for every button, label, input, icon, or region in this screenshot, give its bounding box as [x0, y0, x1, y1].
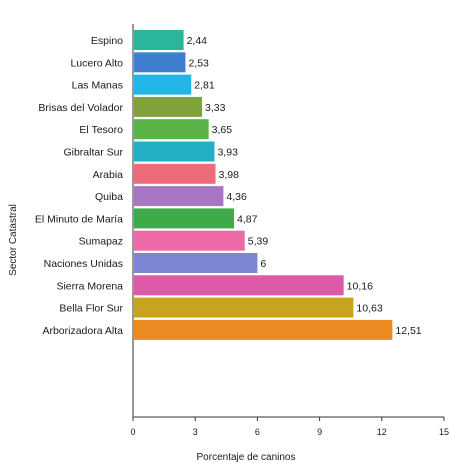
bar — [134, 208, 234, 229]
x-tick-label: 15 — [439, 427, 449, 437]
bar — [134, 297, 354, 318]
category-label: Lucero Alto — [70, 57, 123, 69]
value-label: 10,16 — [347, 280, 373, 292]
x-tick-label: 6 — [255, 427, 260, 437]
category-label: El Minuto de María — [35, 213, 123, 225]
x-tick-label: 3 — [193, 427, 198, 437]
value-labels: 2,44 2,53 2,81 3,33 3,65 3,93 3,98 4,36 4,87 5,39… — [187, 35, 422, 337]
bar — [134, 275, 344, 296]
category-label: Espino — [91, 35, 123, 47]
value-label: 2,81 — [194, 80, 215, 92]
category-label: Sumapaz — [79, 236, 123, 248]
category-label: Bella Flor Sur — [59, 303, 123, 315]
value-label: 12,51 — [395, 325, 421, 337]
x-tick-label: 9 — [317, 427, 322, 437]
bar — [134, 74, 192, 95]
value-label: 4,87 — [237, 213, 258, 225]
x-tick-label: 12 — [377, 427, 387, 437]
value-label: 6 — [260, 258, 266, 270]
value-label: 3,98 — [219, 169, 240, 181]
category-label: Las Manas — [72, 80, 123, 92]
x-axis-ticks: 0 3 6 9 12 15 — [130, 417, 449, 437]
value-label: 5,39 — [248, 236, 269, 248]
category-labels: Espino Lucero Alto Las Manas Brisas del Vol… — [35, 35, 124, 337]
value-label: 2,44 — [187, 35, 208, 47]
bar — [134, 96, 203, 117]
y-axis-title: Sector Catastral — [8, 204, 19, 276]
value-label: 10,63 — [356, 303, 382, 315]
category-label: Gibraltar Sur — [63, 147, 123, 159]
bar — [134, 30, 184, 50]
value-label: 4,36 — [226, 191, 247, 203]
bar — [134, 141, 215, 162]
category-label: Brisas del Volador — [38, 102, 123, 114]
category-label: Arabia — [93, 169, 124, 181]
bar — [134, 230, 245, 251]
bar — [134, 319, 393, 340]
category-label: Arborizadora Alta — [42, 325, 123, 337]
bar — [134, 186, 224, 207]
category-label: El Tesoro — [79, 124, 123, 136]
value-label: 3,93 — [217, 147, 238, 159]
x-tick-label: 0 — [130, 427, 135, 437]
bars — [134, 30, 393, 340]
bar — [134, 163, 216, 184]
bar — [134, 52, 186, 73]
category-label: Quiba — [95, 191, 123, 203]
value-label: 2,53 — [188, 57, 209, 69]
bar — [134, 253, 258, 273]
value-label: 3,33 — [205, 102, 226, 114]
category-label: Sierra Morena — [56, 280, 123, 292]
value-label: 3,65 — [212, 124, 233, 136]
category-label: Naciones Unidas — [44, 258, 123, 270]
x-axis-title: Porcentaje de caninos — [197, 452, 296, 463]
bar — [134, 119, 209, 140]
